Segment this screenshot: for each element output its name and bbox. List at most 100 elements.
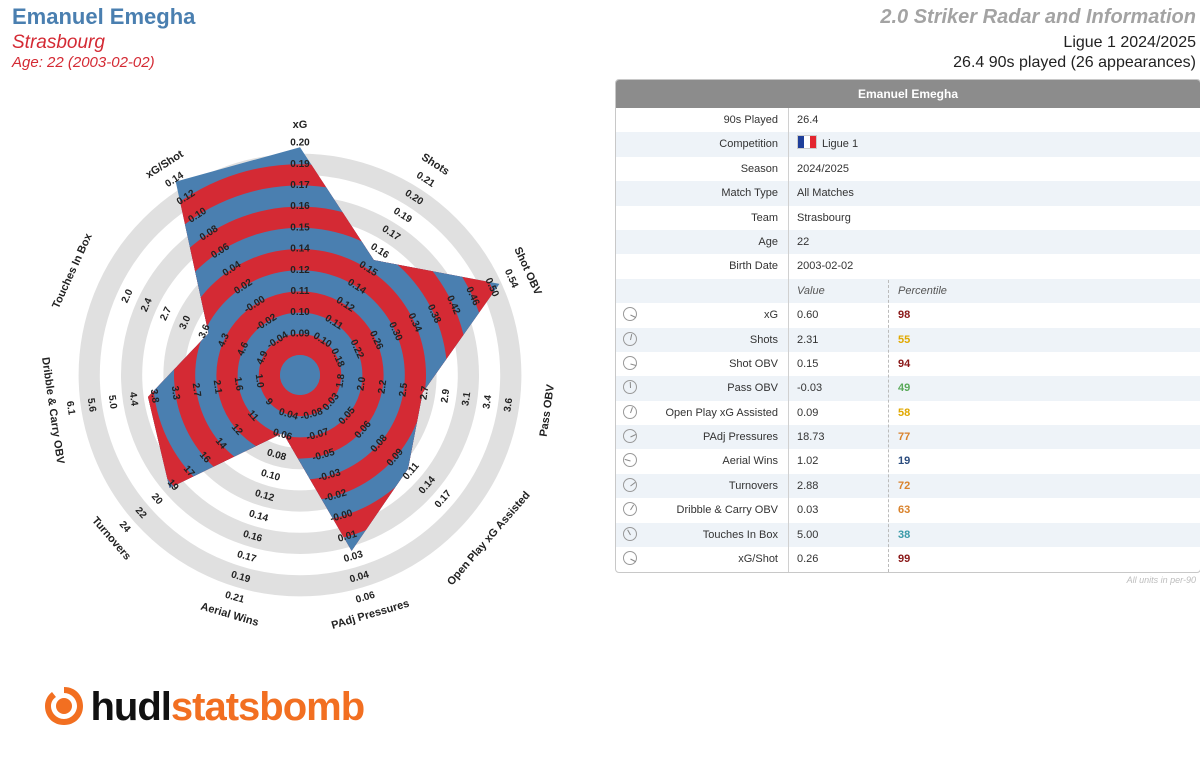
info-row: Age 22 [616, 229, 1200, 255]
tick-label: 2.7 [418, 385, 431, 401]
metric-percentile: 55 [898, 333, 911, 346]
metric-value: 5.00 [797, 528, 819, 541]
gauge-icon [623, 429, 637, 444]
radar-chart: xG0.090.100.110.120.140.150.160.170.190.… [39, 119, 557, 632]
metric-value: 0.26 [797, 553, 819, 566]
statsbomb-logo: hudlstatsbomb [42, 684, 365, 730]
metric-percentile: 49 [898, 382, 911, 395]
report-title: 2.0 Striker Radar and Information [880, 6, 1196, 28]
tick-label: 2.4 [139, 296, 155, 314]
gauge-icon [623, 380, 637, 395]
tick-label: 3.6 [197, 323, 213, 341]
info-value: Ligue 1 [797, 132, 858, 156]
tick-label: 0.08 [266, 447, 288, 463]
metric-percentile: 94 [898, 357, 911, 370]
metric-percentile: 99 [898, 553, 911, 566]
logo-text-statsbomb: statsbomb [170, 685, 365, 729]
tick-label: 4.4 [127, 391, 140, 407]
tick-label: 2.1 [211, 379, 224, 395]
axis-label: PAdj Pressures [330, 598, 411, 632]
tick-label: 0.06 [355, 590, 377, 606]
column-divider [788, 108, 789, 572]
metric-percentile: 38 [898, 528, 911, 541]
tick-label: 2.7 [190, 382, 203, 398]
metric-header-row: Value Percentile [616, 278, 1200, 304]
metric-row: Aerial Wins 1.02 19 [616, 449, 1200, 473]
info-value: 22 [797, 235, 810, 248]
tick-label: 0.21 [224, 590, 246, 606]
tick-label: 9 [263, 396, 275, 408]
metric-row: xG/Shot 0.26 99 [616, 547, 1200, 571]
info-row: Competition Ligue 1 [616, 132, 1200, 157]
info-label: Age [758, 235, 778, 248]
metric-value: 0.60 [797, 309, 819, 322]
tick-label: 20 [149, 491, 165, 507]
tick-label: 3.6 [502, 397, 515, 413]
info-row: Birth Date 2003-02-02 [616, 254, 1200, 278]
tick-label: 0.12 [254, 488, 276, 504]
metric-percentile: 98 [898, 309, 911, 322]
metric-row: Pass OBV -0.03 49 [616, 376, 1200, 401]
metric-value: 0.15 [797, 357, 819, 370]
tick-label: 3.1 [460, 391, 473, 407]
tick-label: 0.54 [502, 268, 520, 291]
tick-label: 3.4 [481, 394, 494, 410]
metric-row: xG 0.60 98 [616, 303, 1200, 327]
tick-label: 0.11 [291, 286, 310, 297]
tick-label: 0.10 [260, 468, 282, 484]
metric-value: 18.73 [797, 431, 825, 444]
info-value: All Matches [797, 187, 854, 200]
axis-label: xG [293, 119, 308, 131]
tick-label: 4.3 [216, 331, 232, 349]
info-row: Team Strasbourg [616, 206, 1200, 230]
column-divider-dashed [888, 280, 889, 572]
tick-label: 3.8 [148, 388, 161, 404]
axis-label: Dribble & Carry OBV [39, 356, 66, 465]
metric-value: 0.03 [797, 504, 819, 517]
tick-label: 0.10 [290, 307, 310, 318]
tick-label: 4.9 [255, 349, 271, 367]
tick-label: 0.04 [277, 407, 299, 423]
tick-label: 0.04 [349, 569, 371, 585]
tick-label: 0.06 [271, 427, 293, 443]
player-info-table: Emanuel Emegha 90s Played 26.4 Competition… [615, 79, 1200, 573]
gauge-icon [623, 331, 637, 346]
metric-row: Open Play xG Assisted 0.09 58 [616, 401, 1200, 425]
info-value: 26.4 [797, 114, 819, 126]
tick-label: 5.6 [85, 397, 98, 413]
info-row: Season 2024/2025 [616, 157, 1200, 181]
tick-label: 1.6 [232, 376, 245, 392]
axis-label: Aerial Wins [199, 601, 260, 629]
tick-label: 1.8 [334, 373, 347, 389]
info-value: 2024/2025 [797, 162, 849, 175]
axis-label: Shot OBV [511, 245, 544, 297]
metric-label: PAdj Pressures [703, 431, 778, 444]
tick-label: 0.01 [337, 529, 359, 545]
metric-percentile: 63 [898, 504, 911, 517]
statsbomb-logo-icon [45, 687, 83, 725]
metric-label: xG [763, 309, 778, 322]
info-value: Strasbourg [797, 211, 851, 224]
tick-label: 0.20 [290, 138, 310, 149]
metric-label: Open Play xG Assisted [665, 406, 779, 419]
metric-label: Aerial Wins [722, 455, 778, 468]
info-label: Match Type [721, 187, 778, 200]
tick-label: 0.19 [290, 159, 310, 170]
axis-label: Pass OBV [538, 383, 557, 437]
axis-label: Touches In Box [50, 231, 95, 311]
info-label: 90s Played [723, 114, 778, 126]
tick-label: 3.3 [169, 385, 182, 401]
tick-label: 0.14 [248, 508, 270, 524]
gauge-icon [623, 307, 637, 322]
value-column-header: Value [797, 284, 825, 297]
tick-label: 0.03 [343, 549, 365, 565]
info-value: 2003-02-02 [797, 260, 854, 273]
tick-label: 0.16 [290, 201, 310, 212]
tick-label: 0.14 [290, 244, 310, 255]
metric-percentile: 58 [898, 406, 911, 419]
metric-value: 2.31 [797, 333, 819, 346]
gauge-icon [623, 453, 637, 468]
player-name: Emanuel Emegha [12, 4, 196, 29]
minutes-played: 26.4 90s played (26 appearances) [953, 54, 1196, 71]
metric-label: Shot OBV [729, 357, 778, 370]
